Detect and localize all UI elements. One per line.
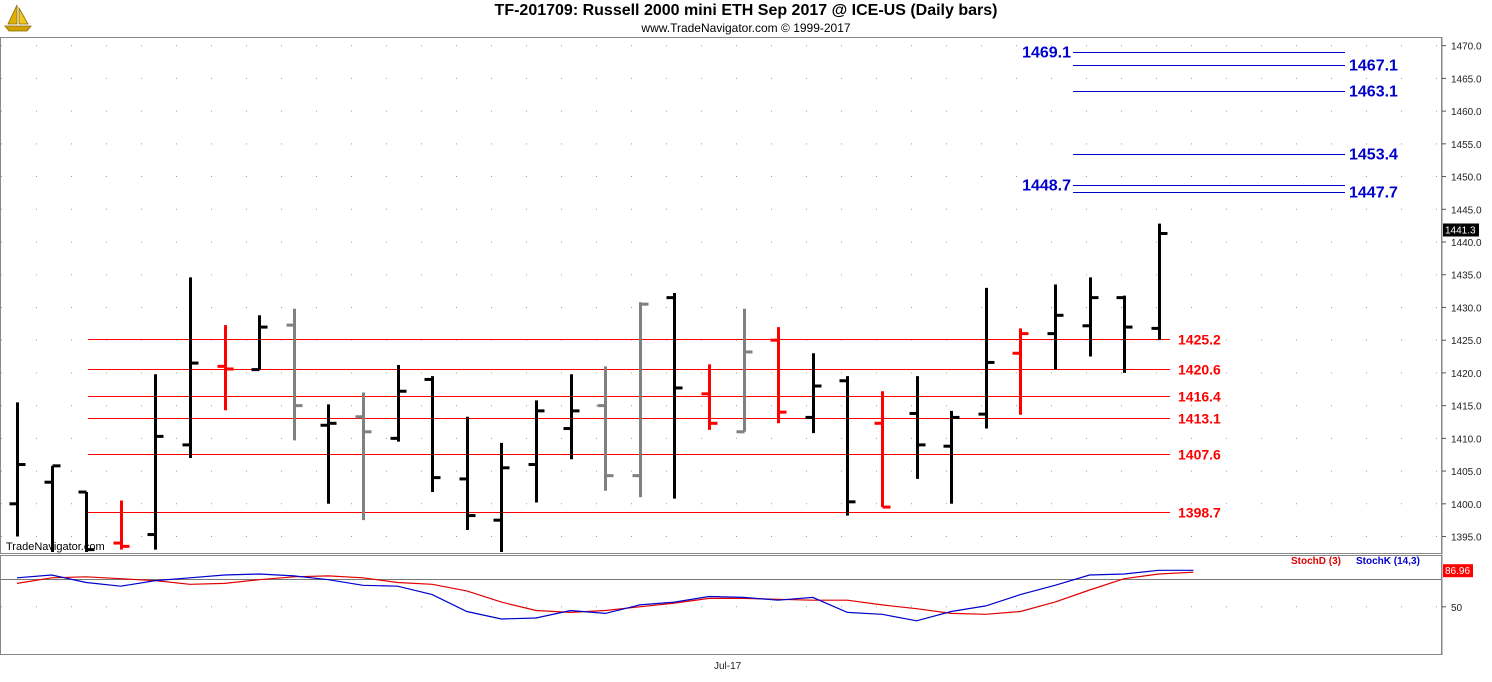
ohlc-bar <box>390 365 407 442</box>
stoch-value-label: 86.96 <box>1445 566 1470 577</box>
y-tick-label: 1460.0 <box>1451 107 1482 118</box>
last-price-label: 1441.3 <box>1445 225 1476 236</box>
stochastic-panel: 50 StochD (3) StochK (14,3) 86.96 Jul-17 <box>1 556 1473 672</box>
y-tick-label: 1400.0 <box>1451 500 1482 511</box>
ohlc-bar <box>528 400 545 503</box>
y-tick-label: 1440.0 <box>1451 238 1482 249</box>
ohlc-bar <box>943 410 960 504</box>
target-label: 1467.1 <box>1349 58 1398 75</box>
ohlc-bar <box>459 416 476 530</box>
target-label: 1469.1 <box>1022 45 1071 62</box>
ohlc-bar <box>1151 223 1168 341</box>
stoch-y-tick-label: 50 <box>1451 603 1463 614</box>
ohlc-bar <box>147 374 164 550</box>
target-label: 1463.1 <box>1349 84 1398 101</box>
y-tick-label: 1410.0 <box>1451 434 1482 445</box>
ohlc-bar <box>286 308 303 441</box>
price-panel-frame <box>0 37 1442 554</box>
y-tick-label: 1470.0 <box>1451 42 1482 53</box>
ohlc-bar <box>736 308 753 434</box>
ohlc-bar <box>217 325 234 411</box>
ohlc-bar <box>632 302 649 498</box>
target-label: 1447.7 <box>1349 185 1398 202</box>
level-lines: 1425.2 1420.6 1416.4 1413.1 1407.6 1398.7 1469… <box>88 45 1398 521</box>
support-label: 1413.1 <box>1178 411 1221 427</box>
legend-stoch-d: StochD (3) <box>1291 556 1341 567</box>
stoch-value-badge <box>1443 564 1473 578</box>
ohlc-bar <box>424 376 441 493</box>
ohlc-bar <box>563 374 580 460</box>
x-tick-label: Jul-17 <box>714 661 742 672</box>
legend-stoch-k: StochK (14,3) <box>1356 556 1420 567</box>
price-axis: 1470.0 1465.0 1460.0 1455.0 1450.0 1445.0 1440… <box>6 42 1482 553</box>
ohlc-bar <box>1116 295 1133 373</box>
watermark-text: TradeNavigator.com <box>6 541 105 553</box>
last-price-badge <box>1443 223 1479 237</box>
y-tick-label: 1415.0 <box>1451 402 1482 413</box>
ohlc-bar <box>251 315 268 372</box>
support-label: 1416.4 <box>1178 389 1221 405</box>
ohlc-bar <box>839 376 856 516</box>
y-tick-label: 1395.0 <box>1451 533 1482 544</box>
y-tick-label: 1425.0 <box>1451 336 1482 347</box>
ohlc-bar <box>805 353 822 434</box>
y-tick-label: 1445.0 <box>1451 205 1482 216</box>
ohlc-bar <box>701 364 718 430</box>
ohlc-bar <box>44 464 61 552</box>
stochastic-panel-frame <box>0 555 1442 655</box>
stoch-series-line <box>16 571 1194 615</box>
ohlc-bar <box>355 392 372 521</box>
support-label: 1398.7 <box>1178 505 1221 521</box>
ohlc-bar <box>1082 277 1099 357</box>
ohlc-bar <box>909 376 926 479</box>
y-tick-label: 1420.0 <box>1451 369 1482 380</box>
y-tick-label: 1435.0 <box>1451 271 1482 282</box>
y-tick-label: 1465.0 <box>1451 74 1482 85</box>
y-tick-label: 1405.0 <box>1451 467 1482 478</box>
support-label: 1425.2 <box>1178 332 1221 348</box>
target-label: 1448.7 <box>1022 178 1071 195</box>
gold-sailboat-logo-icon <box>4 4 32 32</box>
ohlc-bar <box>493 442 510 552</box>
ohlc-bar <box>9 402 26 537</box>
chart-subtitle: www.TradeNavigator.com © 1999-2017 <box>641 21 851 35</box>
ohlc-bar <box>1012 328 1029 415</box>
target-label: 1453.4 <box>1349 147 1398 164</box>
y-tick-label: 1455.0 <box>1451 140 1482 151</box>
ohlc-bar <box>597 366 614 491</box>
ohlc-bar <box>182 277 199 458</box>
ohlc-bar <box>1047 284 1064 370</box>
y-tick-label: 1450.0 <box>1451 173 1482 184</box>
ohlc-bar <box>320 404 337 504</box>
ohlc-bar <box>874 391 891 509</box>
ohlc-bar <box>78 490 95 552</box>
ohlc-bar <box>770 327 787 424</box>
ohlc-bar <box>666 293 683 499</box>
chart-title: TF-201709: Russell 2000 mini ETH Sep 201… <box>494 2 998 19</box>
stoch-series-line <box>16 569 1194 622</box>
support-label: 1407.6 <box>1178 447 1221 463</box>
price-bars <box>9 223 1168 552</box>
ohlc-bar <box>113 500 130 550</box>
ohlc-bar <box>978 287 995 429</box>
y-tick-label: 1430.0 <box>1451 303 1482 314</box>
support-label: 1420.6 <box>1178 362 1221 378</box>
